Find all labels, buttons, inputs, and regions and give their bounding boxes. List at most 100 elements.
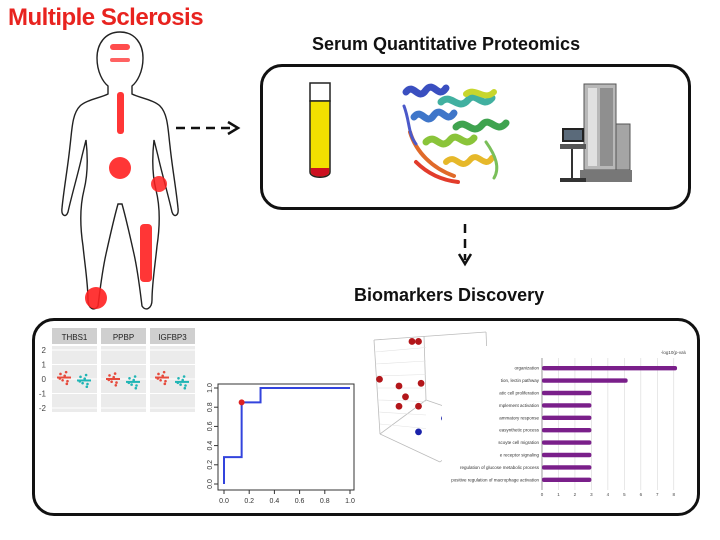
category-label: regulation of glucose metabolic process (460, 465, 540, 470)
x-tick-label: 0 (541, 492, 544, 497)
data-point (107, 378, 111, 382)
x-tick-label: 8 (673, 492, 676, 497)
chart-header: -log10(p-value) (661, 350, 686, 355)
mass-spectrometer-icon (560, 83, 632, 182)
bar (542, 452, 592, 458)
lesion-head-lower (110, 58, 130, 62)
dashed-arrow-down-icon (457, 224, 473, 267)
lesion-head-upper (110, 44, 130, 50)
bar (542, 403, 592, 408)
data-point (110, 380, 113, 383)
dashed-arrow-right-icon (176, 120, 241, 136)
data-point (65, 382, 69, 386)
grid-line (378, 411, 427, 416)
data-point (64, 370, 68, 374)
data-point (176, 381, 180, 385)
data-point (79, 375, 82, 379)
chart-background (442, 346, 686, 498)
panel-strip (101, 328, 146, 344)
optimal-cutoff-point (238, 399, 245, 406)
data-point (181, 378, 184, 382)
pathway-enrichment-bar-chart: -log10(p-value) 0 1 2 3 4 5 6 7 8 organization tion… (442, 346, 686, 498)
grid-line (379, 423, 427, 429)
protein-ribbon-icon (402, 83, 510, 184)
x-tick-label: 4 (607, 492, 610, 497)
x-tick-label: 2 (574, 492, 577, 497)
category-label: mplement activation (499, 403, 540, 408)
data-point (81, 381, 84, 385)
lesion-spine (117, 92, 124, 134)
lesion-leg (140, 224, 152, 282)
data-point (184, 384, 187, 387)
pca-point (415, 338, 422, 345)
x-tick-label: 5 (623, 492, 626, 497)
x-tick-label: 6 (640, 492, 643, 497)
x-tick-label: 0.2 (244, 498, 254, 505)
cube-edge (379, 433, 441, 463)
panel-label: IGFBP3 (158, 333, 187, 342)
y-tick-label: 0.0 (207, 479, 214, 489)
pca-point (417, 379, 425, 387)
category-label: positive regulation of macrophage activa… (451, 477, 539, 482)
roc-curve-chart: 0.0 0.2 0.4 0.6 0.8 1.0 0.0 0.2 0.4 0.6 0.8 1.0 (207, 383, 355, 505)
y-tick-label: 0.4 (207, 441, 214, 451)
y-tick-label: 0.6 (207, 421, 214, 431)
cube-edge (373, 339, 381, 435)
grid-line (377, 399, 427, 402)
data-point (115, 381, 118, 384)
x-tick-label: 0.6 (295, 498, 305, 505)
grid-line (374, 347, 427, 353)
bar (542, 366, 678, 371)
data-point (177, 377, 180, 380)
lesion-pelvis (109, 157, 131, 179)
y-tick-label: 0 (42, 375, 47, 384)
bar (542, 440, 592, 445)
x-tick-label: 0.8 (320, 498, 330, 505)
data-point (66, 379, 69, 383)
biomarker-boxplot-chart: 2 1 0 -1 -2 THBS1 PPBP IGFBP3 (39, 328, 195, 413)
x-tick-label: 1.0 (345, 498, 355, 505)
data-point (182, 375, 186, 378)
y-tick-label: 1.0 (207, 383, 214, 393)
category-label: e receptor signaling (500, 453, 540, 458)
biomarkers-title: Biomarkers Discovery (354, 285, 545, 305)
data-point (130, 383, 133, 386)
lesion-markers (85, 44, 167, 309)
x-tick-label: 0.0 (219, 498, 229, 505)
data-point (156, 377, 160, 380)
category-label: tion, lectin pathway (501, 378, 540, 383)
data-point (179, 383, 182, 386)
category-label: atic cell proliferation (499, 391, 539, 396)
pca-point (408, 338, 416, 345)
human-body-silhouette-icon (61, 31, 179, 310)
y-tick-label: 2 (42, 346, 47, 355)
data-point (61, 378, 64, 382)
data-point (157, 372, 160, 376)
category-label: ammatory response (499, 415, 539, 420)
cube-edge (373, 331, 487, 341)
lesion-hand (151, 176, 167, 192)
data-point (135, 384, 138, 387)
data-point (164, 379, 167, 383)
y-tick-label: -2 (39, 404, 47, 413)
data-point (108, 374, 111, 377)
x-tick-label: 1 (557, 492, 560, 497)
data-point (128, 377, 131, 380)
data-point (58, 377, 62, 380)
category-label: easynthetic process (499, 428, 540, 433)
bar (542, 415, 592, 420)
data-point (133, 375, 137, 378)
data-point (84, 373, 88, 377)
data-point (114, 384, 118, 387)
data-point (86, 382, 89, 386)
data-point (163, 382, 167, 386)
data-point (63, 374, 66, 378)
y-tick-label: -1 (39, 390, 47, 399)
panel-strip (150, 328, 195, 344)
blood-tube-icon (309, 82, 331, 178)
category-label: organization (514, 366, 539, 371)
bar (542, 378, 628, 383)
x-tick-label: 7 (656, 492, 659, 497)
panel-strip (52, 328, 97, 344)
serum-proteomics-title: Serum Quantitative Proteomics (312, 34, 581, 54)
